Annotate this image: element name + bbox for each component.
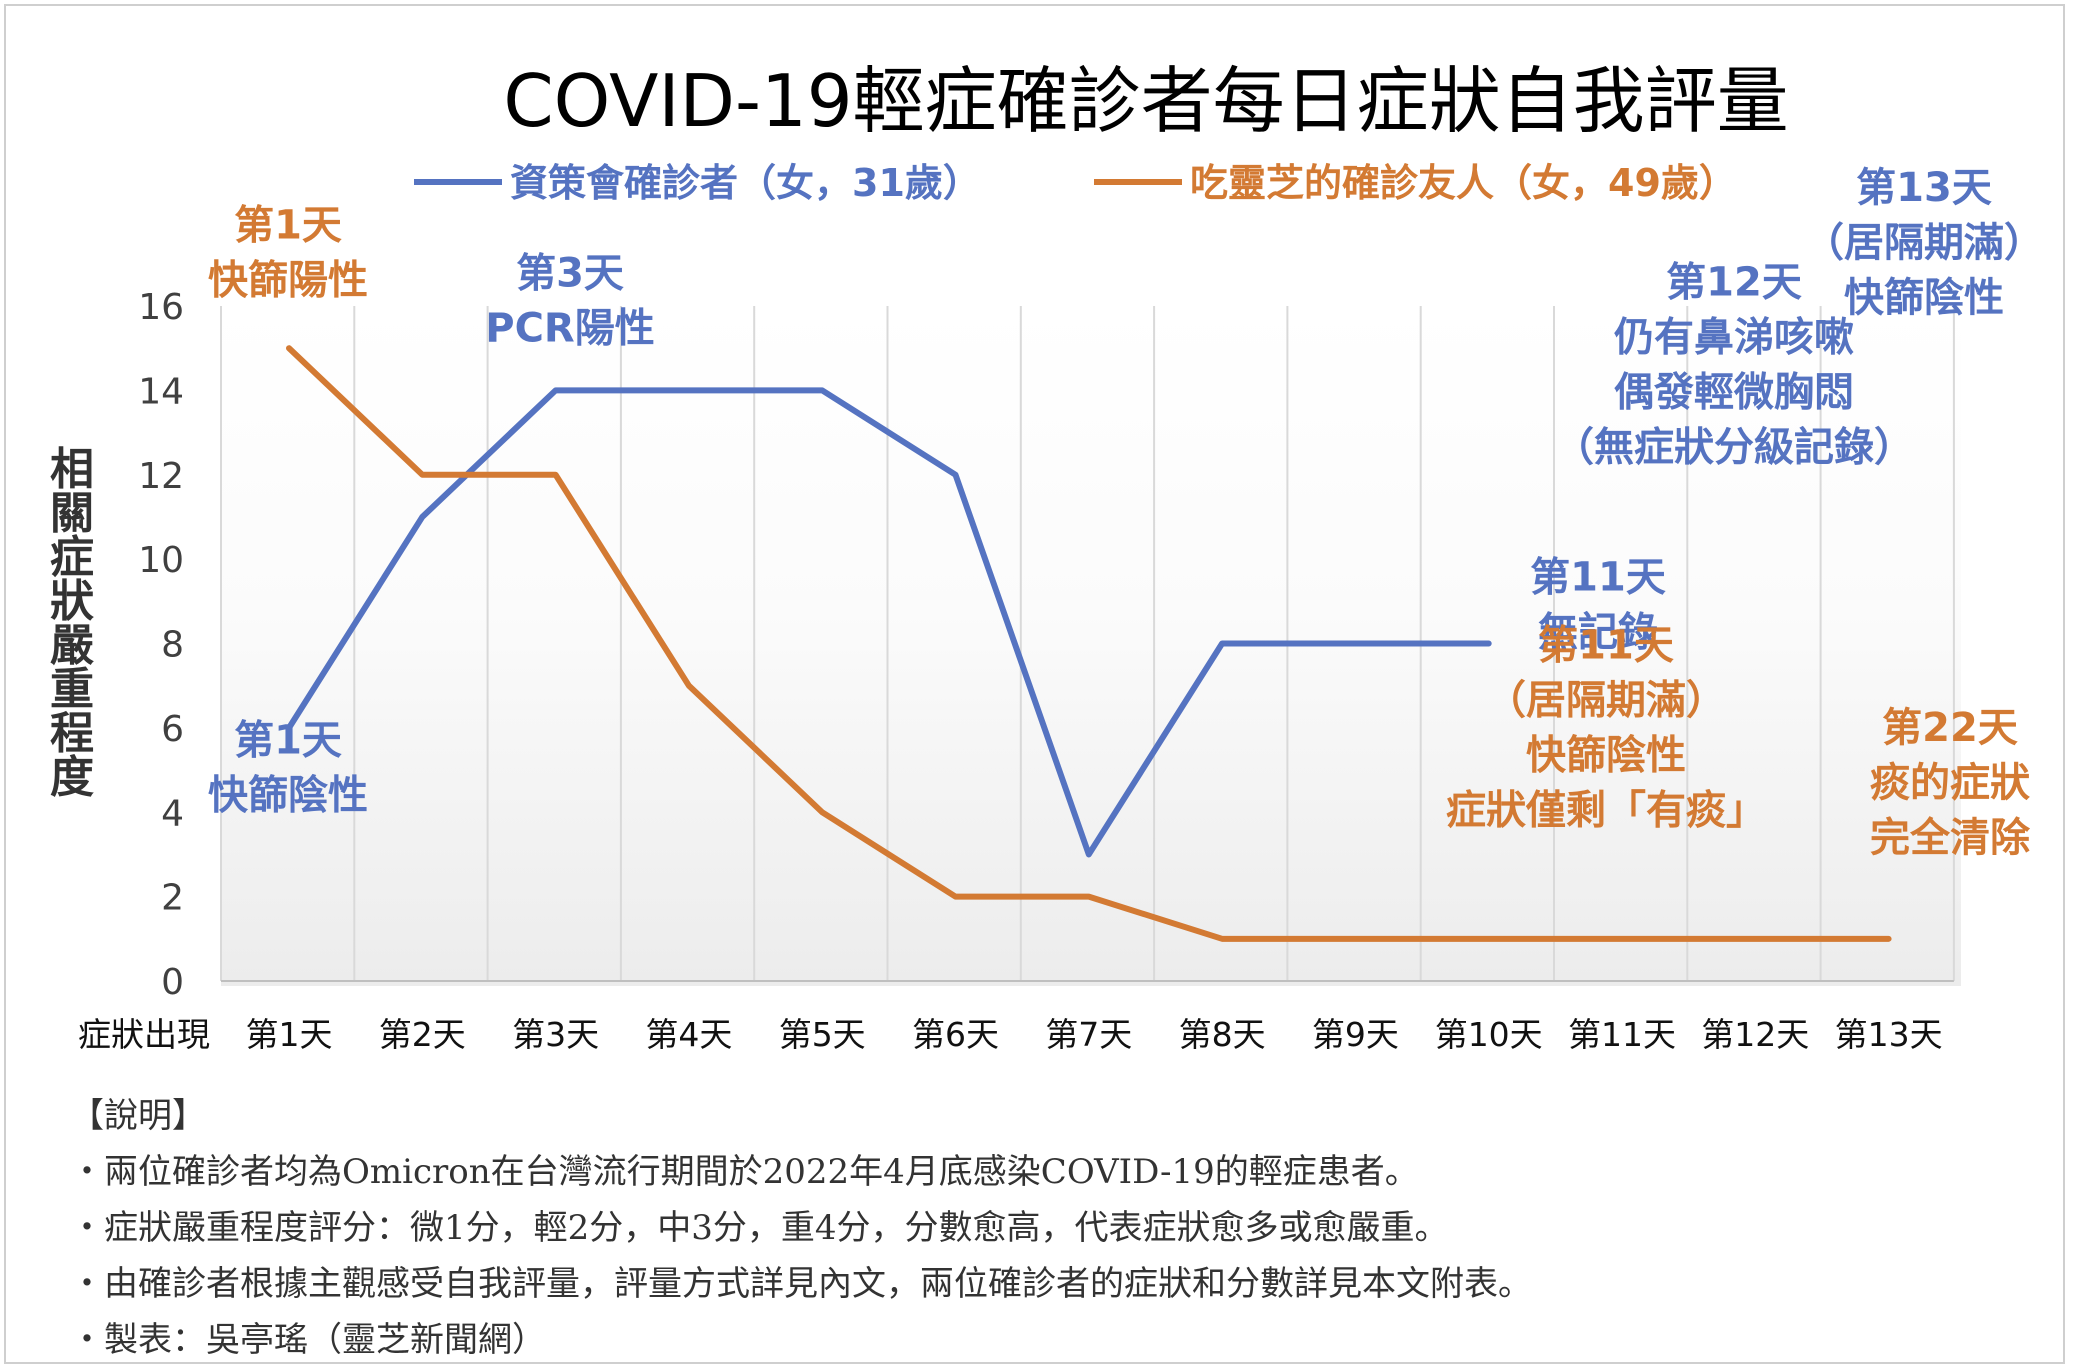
note-item: ・症狀嚴重程度評分：微1分，輕2分，中3分，重4分，分數愈高，代表症狀愈多或愈嚴…	[70, 1208, 1449, 1248]
x-tick-label: 第9天	[1312, 1015, 1399, 1054]
x-tick-label: 第2天	[379, 1015, 466, 1054]
x-tick-label: 第1天	[246, 1015, 333, 1054]
series-line-2	[286, 345, 1892, 942]
series-line-1	[286, 387, 1492, 858]
notes: 【說明】 ・兩位確診者均為Omicron在台灣流行期間於2022年4月底感染CO…	[70, 1088, 1532, 1368]
annotation: 第22天痰的症狀完全清除	[1870, 705, 2031, 861]
y-tick-label: 8	[161, 625, 184, 666]
y-tick-label: 2	[161, 878, 184, 919]
annotation: 第11天無記錄	[1530, 555, 1666, 656]
x-tick-label: 第6天	[912, 1015, 999, 1054]
x-axis-label: 症狀出現	[78, 1015, 210, 1054]
note-item: ・兩位確診者均為Omicron在台灣流行期間於2022年4月底感染COVID-1…	[70, 1152, 1419, 1192]
annotation: 第1天快篩陰性	[208, 718, 368, 819]
y-tick-label: 10	[138, 540, 184, 581]
y-axis-label: 相關症狀嚴重程度	[50, 444, 94, 803]
plot-area	[221, 306, 1961, 986]
x-tick-label: 第5天	[779, 1015, 866, 1054]
y-tick-label: 0	[161, 962, 184, 1003]
y-tick-label: 12	[138, 456, 184, 497]
y-tick-label: 16	[138, 287, 184, 328]
annotation: 第13天（居隔期滿）快篩陰性	[1804, 165, 2044, 321]
annotation: 第3天 PCR陽性	[485, 251, 654, 352]
x-tick-label: 第8天	[1179, 1015, 1266, 1054]
notes-heading: 【說明】	[70, 1096, 206, 1136]
legend-label-1: 資策會確診者（女，31歲）	[510, 161, 981, 205]
x-tick-label: 第10天	[1435, 1015, 1543, 1054]
annotation: 第1天快篩陽性	[208, 203, 368, 304]
figure-frame: 0 2 4 6 8 10 12 14 16 第1天 第2天 第3天 第4天 第5天 第6天 第7天 第8天 第9天…	[4, 4, 2065, 1364]
chart-title: COVID-19輕症確診者每日症狀自我評量	[503, 59, 1788, 143]
x-tick-label: 第13天	[1835, 1015, 1943, 1054]
legend-label-2: 吃靈芝的確診友人（女，49歲）	[1190, 161, 1737, 205]
chart: 0 2 4 6 8 10 12 14 16 第1天 第2天 第3天 第4天 第5天 第6天 第7天 第8天 第9天…	[50, 59, 2044, 1054]
annotation: 第12天仍有鼻涕咳嗽偶發輕微胸悶（無症狀分級記錄）	[1554, 260, 1914, 471]
x-tick-label: 第12天	[1701, 1015, 1809, 1054]
x-tick-label: 第4天	[645, 1015, 732, 1054]
y-tick-label: 14	[138, 371, 184, 412]
note-item: ・製表：吳亭瑤（靈芝新聞網）	[70, 1320, 546, 1360]
x-tick-label: 第3天	[512, 1015, 599, 1054]
note-item: ・由確診者根據主觀感受自我評量，評量方式詳見內文，兩位確診者的症狀和分數詳見本文…	[70, 1264, 1532, 1304]
x-tick-label: 第7天	[1045, 1015, 1132, 1054]
x-tick-label: 第11天	[1568, 1015, 1676, 1054]
y-tick-label: 6	[161, 709, 184, 750]
annotation: 第11天（居隔期滿）快篩陰性症狀僅剩「有痰」	[1446, 623, 1766, 834]
y-tick-label: 4	[161, 793, 184, 834]
